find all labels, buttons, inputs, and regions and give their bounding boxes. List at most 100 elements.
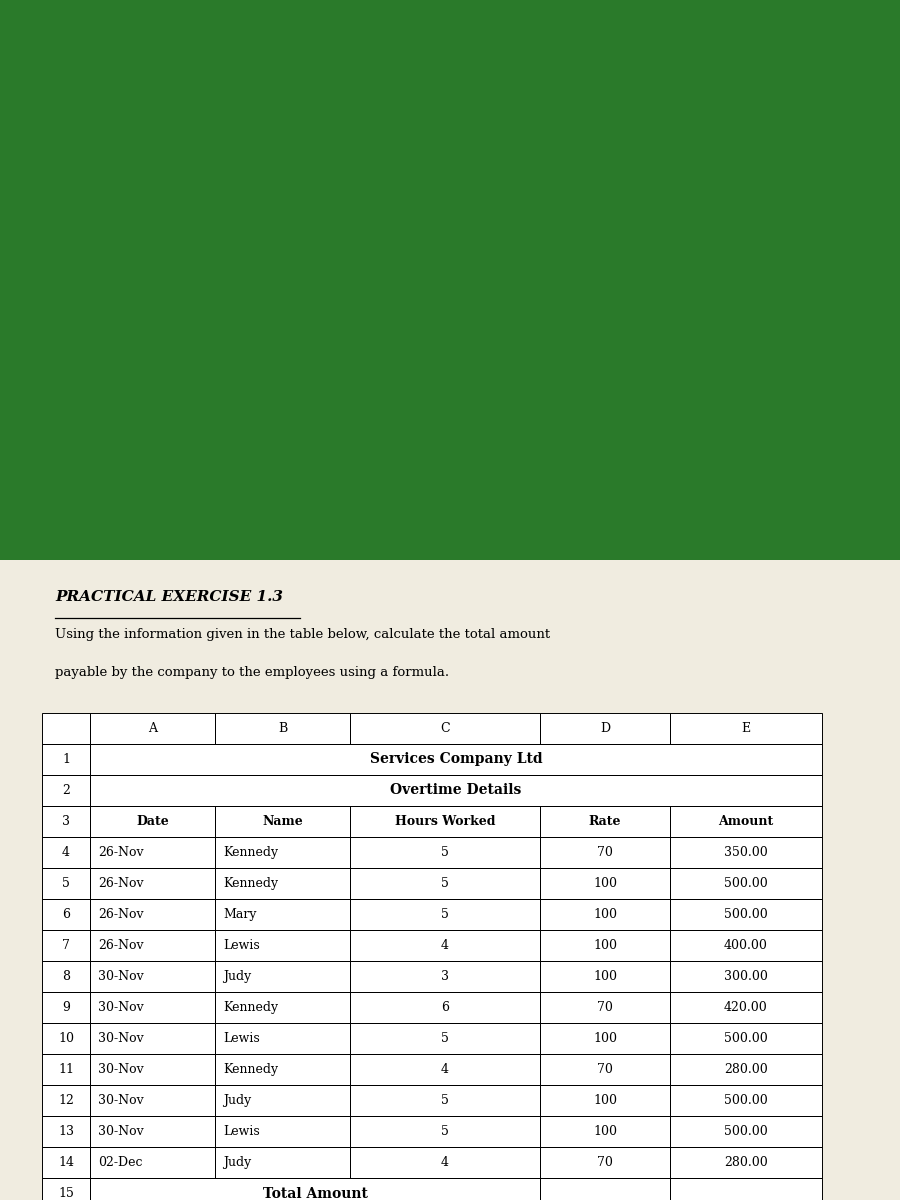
Text: A: A: [148, 722, 157, 734]
Text: Services Company Ltd: Services Company Ltd: [370, 752, 543, 767]
Bar: [90, 806, 215, 836]
Bar: [540, 836, 670, 868]
Text: 500.00: 500.00: [724, 1094, 768, 1106]
Bar: [350, 961, 540, 992]
Bar: [42, 930, 90, 961]
Bar: [540, 868, 670, 899]
Bar: [90, 806, 215, 836]
Bar: [540, 713, 670, 744]
Bar: [90, 930, 215, 961]
Bar: [90, 1022, 215, 1054]
Bar: [90, 1085, 215, 1116]
Bar: [42, 1085, 90, 1116]
Bar: [42, 713, 90, 744]
Text: 5: 5: [441, 846, 449, 859]
Bar: [42, 899, 90, 930]
Text: 4: 4: [441, 1156, 449, 1169]
Text: Total Amount: Total Amount: [263, 1187, 367, 1200]
Bar: [540, 1022, 670, 1054]
Text: 3: 3: [441, 970, 449, 983]
Bar: [670, 1022, 822, 1054]
Bar: [670, 836, 822, 868]
Text: 500.00: 500.00: [724, 908, 768, 920]
Bar: [215, 961, 350, 992]
Text: 26-Nov: 26-Nov: [98, 908, 144, 920]
Text: E: E: [742, 722, 751, 734]
Bar: [670, 1054, 822, 1085]
Bar: [42, 1085, 90, 1116]
Bar: [90, 1085, 215, 1116]
Text: 6: 6: [62, 908, 70, 920]
Bar: [215, 836, 350, 868]
Bar: [90, 868, 215, 899]
Text: Overtime Details: Overtime Details: [391, 784, 522, 798]
Bar: [90, 1116, 215, 1147]
Bar: [215, 930, 350, 961]
Text: 5: 5: [441, 1094, 449, 1106]
Text: 70: 70: [597, 1001, 613, 1014]
Bar: [350, 1116, 540, 1147]
Text: 100: 100: [593, 1124, 617, 1138]
Text: Lewis: Lewis: [223, 938, 260, 952]
Bar: [670, 1116, 822, 1147]
Bar: [540, 899, 670, 930]
Bar: [90, 1054, 215, 1085]
Bar: [42, 1116, 90, 1147]
Bar: [540, 806, 670, 836]
Text: Judy: Judy: [223, 970, 251, 983]
Text: 6: 6: [441, 1001, 449, 1014]
Bar: [350, 868, 540, 899]
Bar: [350, 992, 540, 1022]
Bar: [670, 713, 822, 744]
Bar: [42, 868, 90, 899]
Bar: [90, 930, 215, 961]
Text: 10: 10: [58, 1032, 74, 1045]
Text: 280.00: 280.00: [724, 1063, 768, 1076]
Bar: [670, 930, 822, 961]
Bar: [540, 868, 670, 899]
Bar: [540, 961, 670, 992]
Bar: [670, 1085, 822, 1116]
Bar: [540, 1085, 670, 1116]
Bar: [670, 930, 822, 961]
Text: D: D: [600, 722, 610, 734]
Bar: [215, 992, 350, 1022]
Bar: [215, 1022, 350, 1054]
Text: PRACTICAL EXERCISE 1.3: PRACTICAL EXERCISE 1.3: [55, 590, 283, 604]
Text: 400.00: 400.00: [724, 938, 768, 952]
Bar: [42, 713, 90, 744]
Text: 100: 100: [593, 877, 617, 890]
Text: Rate: Rate: [589, 815, 621, 828]
Bar: [350, 713, 540, 744]
Bar: [350, 1022, 540, 1054]
Text: 100: 100: [593, 970, 617, 983]
Bar: [670, 1147, 822, 1178]
Text: C: C: [440, 722, 450, 734]
Bar: [42, 775, 90, 806]
Text: 1: 1: [62, 754, 70, 766]
Text: 26-Nov: 26-Nov: [98, 938, 144, 952]
Bar: [670, 1085, 822, 1116]
Bar: [540, 1022, 670, 1054]
Text: 70: 70: [597, 1156, 613, 1169]
Bar: [350, 1054, 540, 1085]
Bar: [90, 992, 215, 1022]
Bar: [350, 1085, 540, 1116]
Bar: [350, 930, 540, 961]
Bar: [670, 961, 822, 992]
Bar: [42, 899, 90, 930]
Bar: [215, 1022, 350, 1054]
Text: 15: 15: [58, 1187, 74, 1200]
Bar: [42, 961, 90, 992]
Bar: [215, 1054, 350, 1085]
Bar: [90, 744, 822, 775]
Bar: [540, 1178, 670, 1200]
Text: 3: 3: [62, 815, 70, 828]
Bar: [90, 868, 215, 899]
Bar: [90, 713, 215, 744]
Bar: [42, 1116, 90, 1147]
Text: Hours Worked: Hours Worked: [395, 815, 495, 828]
Bar: [90, 1147, 215, 1178]
Text: 30-Nov: 30-Nov: [98, 1063, 144, 1076]
Bar: [90, 1022, 215, 1054]
